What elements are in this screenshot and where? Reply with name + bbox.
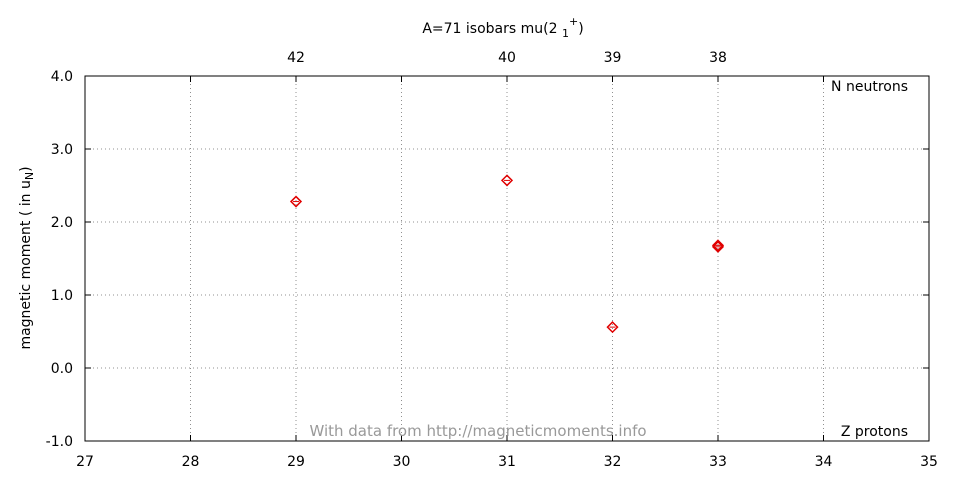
- x-tick-label: 32: [604, 454, 622, 470]
- data-point: [289, 195, 303, 208]
- data-point: [606, 321, 619, 334]
- x-tick-label: 28: [182, 454, 200, 470]
- watermark: With data from http://magneticmoments.in…: [309, 422, 646, 440]
- chart-title: A=71 isobars mu(2 1+): [422, 15, 583, 40]
- data-point: [500, 174, 514, 187]
- y-axis-label: magnetic moment ( in uN): [18, 166, 36, 349]
- y-tick-labels: -1.0 0.0 1.0 2.0 3.0 4.0: [46, 69, 73, 450]
- x-tick-label: 34: [815, 454, 833, 470]
- top-tick-labels: 42 40 39 38: [287, 50, 727, 66]
- data-points: [289, 174, 725, 334]
- x-tick-label: 33: [709, 454, 727, 470]
- x-axis-label: Z protons: [841, 424, 908, 440]
- x-tick-label: 30: [393, 454, 411, 470]
- x2-axis-label: N neutrons: [831, 79, 908, 95]
- data-point: [711, 239, 725, 252]
- y-tick-label: -1.0: [46, 434, 73, 450]
- y-tick-label: 2.0: [51, 215, 73, 231]
- top-tick-label: 40: [498, 50, 516, 66]
- x-tick-label: 27: [76, 454, 94, 470]
- x-tick-label: 35: [920, 454, 938, 470]
- top-tick-label: 42: [287, 50, 305, 66]
- axis-ticks: [84, 75, 930, 442]
- grid-lines: [85, 76, 929, 441]
- plot-frame: [84, 75, 930, 442]
- data-point: [711, 240, 725, 253]
- x-tick-label: 31: [498, 454, 516, 470]
- y-tick-label: 1.0: [51, 288, 73, 304]
- top-tick-label: 39: [604, 50, 622, 66]
- top-tick-label: 38: [709, 50, 727, 66]
- y-tick-label: 4.0: [51, 69, 73, 85]
- y-tick-label: 3.0: [51, 142, 73, 158]
- x-tick-labels: 27 28 29 30 31 32 33 34 35: [76, 454, 938, 470]
- y-tick-label: 0.0: [51, 361, 73, 377]
- x-tick-label: 29: [287, 454, 305, 470]
